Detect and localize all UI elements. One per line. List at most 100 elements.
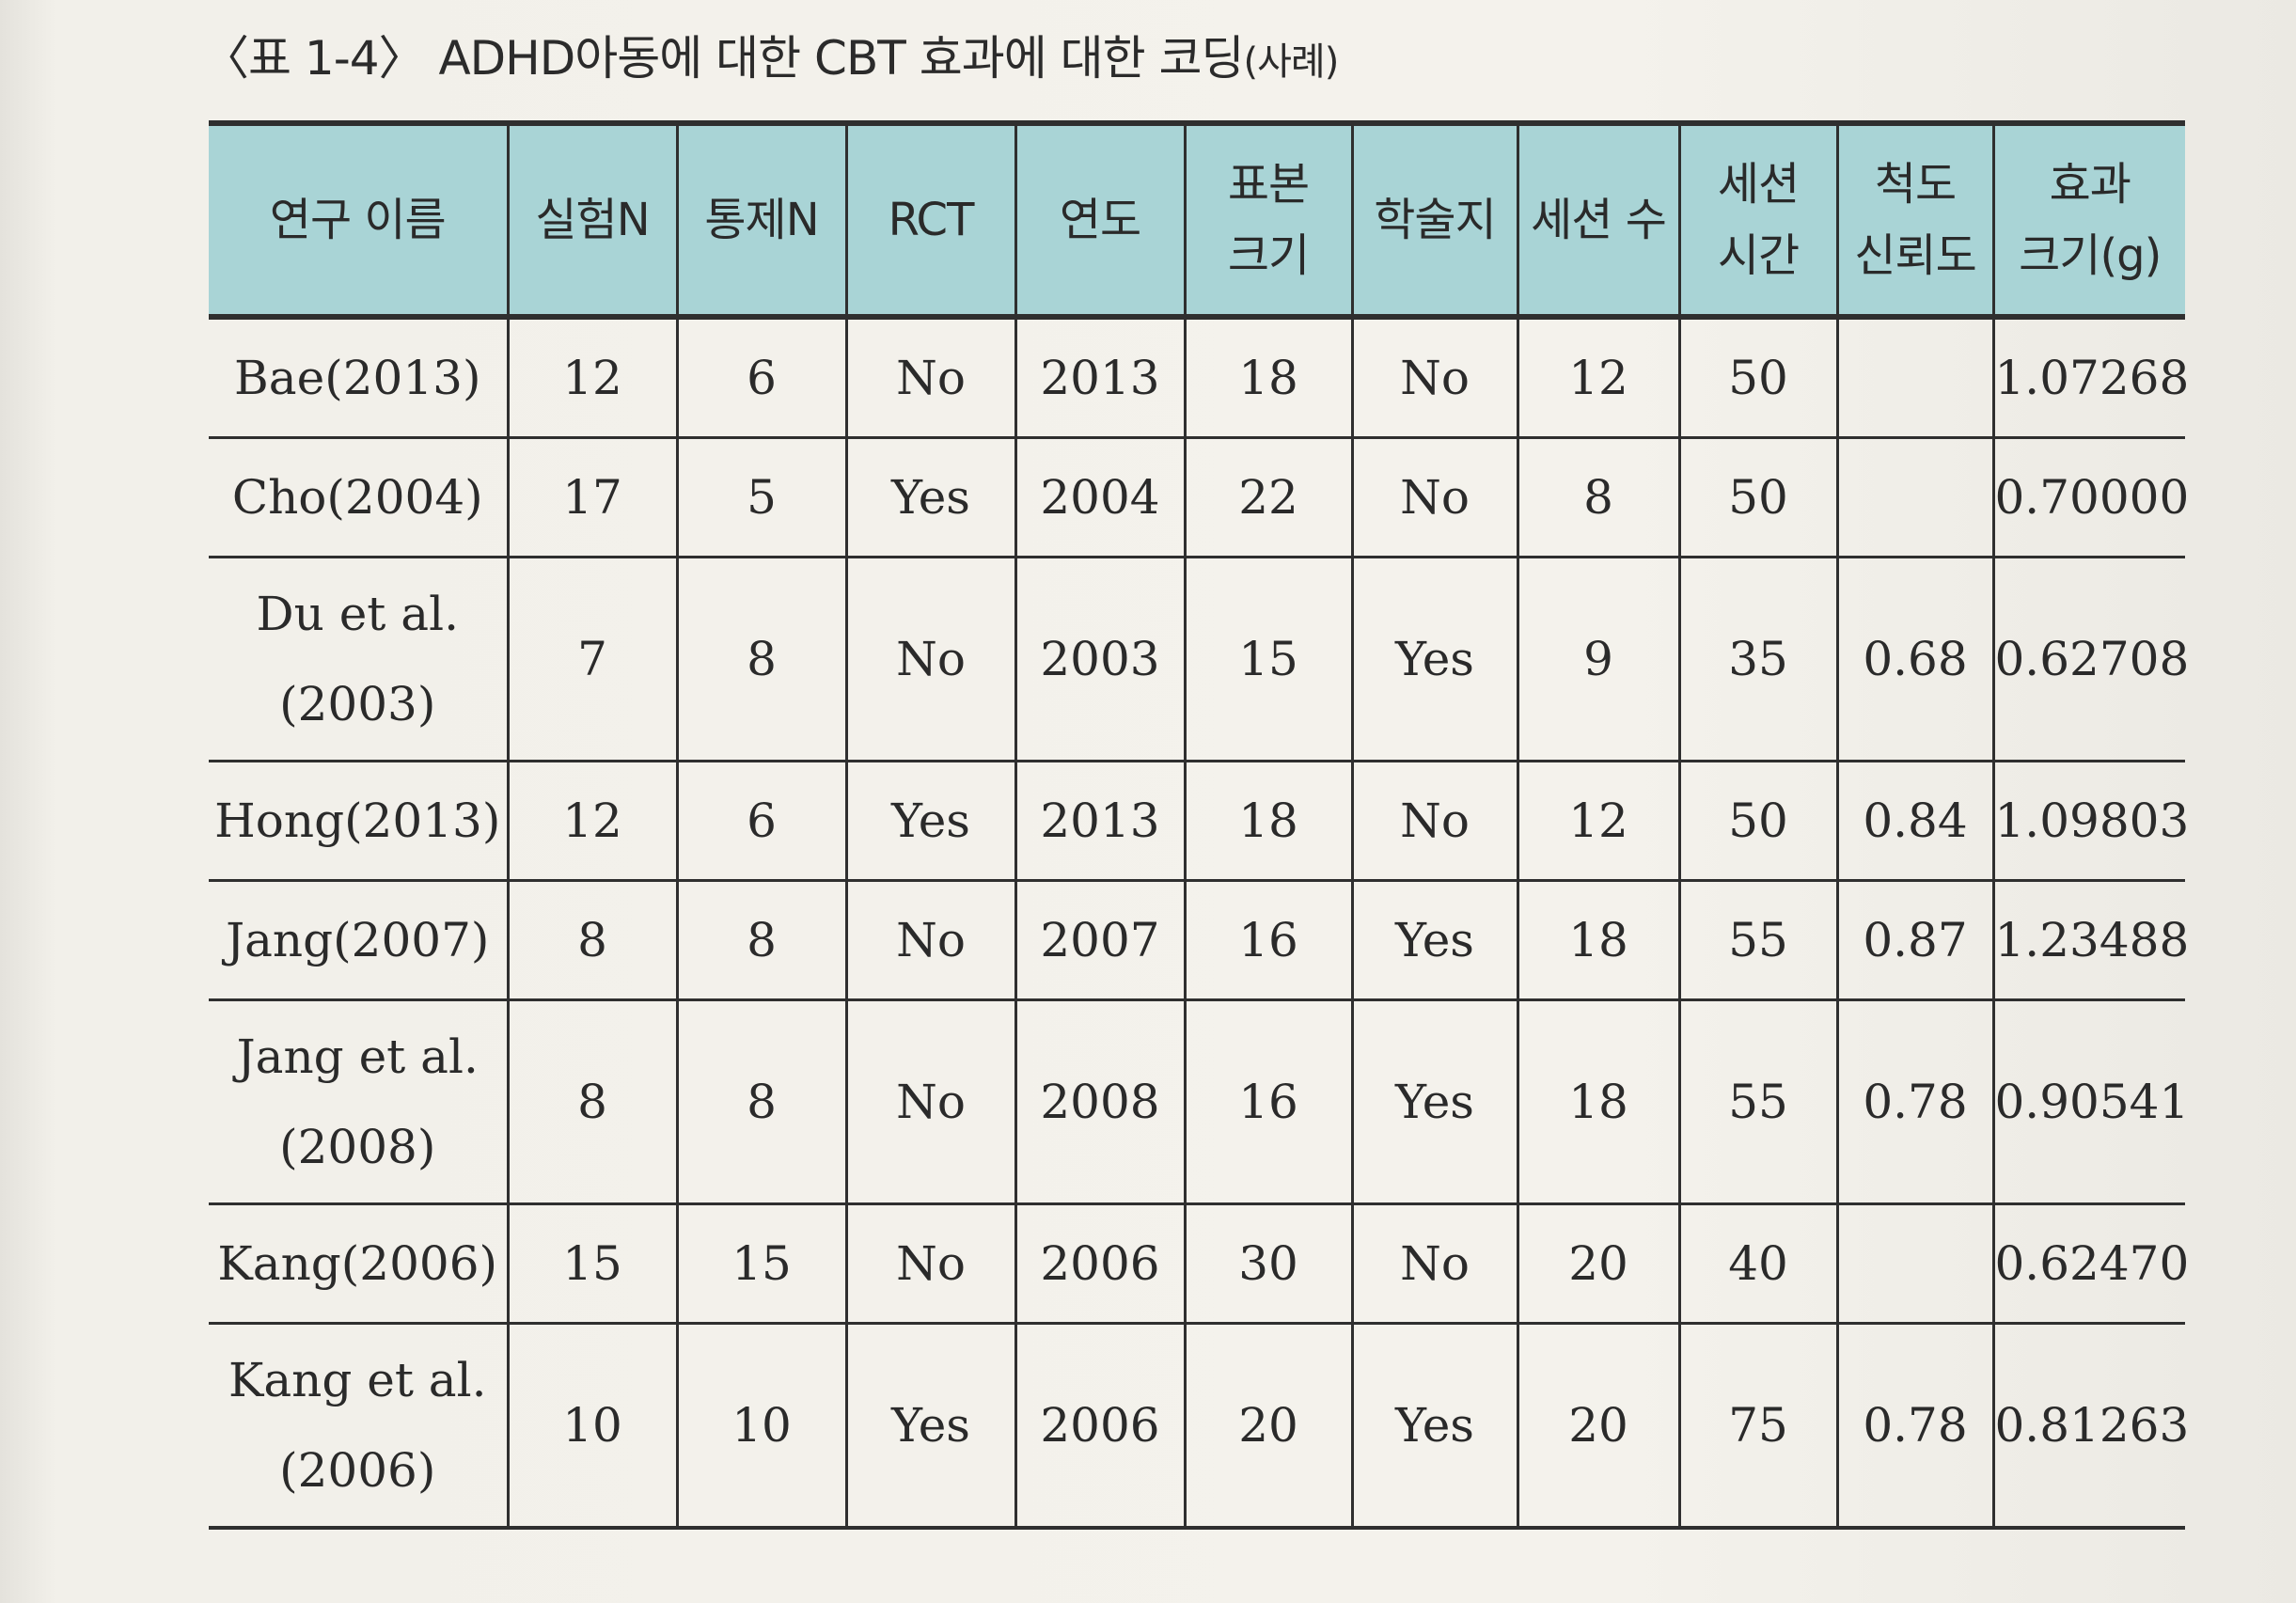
cell-sample-size: 20 [1183,1322,1354,1530]
cell-study-name: Du et al. (2003) [209,556,510,762]
cell-session-time: 55 [1677,879,1839,1001]
cell-session-count: 12 [1516,760,1681,882]
header-rct: RCT [844,120,1017,320]
coding-table: 연구 이름 실험N 통제N RCT 연도 표본 크기 학술지 세션 수 세션 시… [209,120,2189,1530]
table-row: Kang et al. (2006) 10 10 Yes 2006 20 Yes… [209,1322,2189,1530]
cell-control-n: 5 [675,436,848,558]
cell-effect-size: 0.62708 [1991,556,2189,762]
cell-session-time: 40 [1677,1202,1839,1325]
header-control-n: 통제N [675,120,848,320]
header-session-count: 세션 수 [1516,120,1681,320]
cell-experimental-n: 12 [506,760,679,882]
cell-session-time: 75 [1677,1322,1839,1530]
cell-sample-size: 15 [1183,556,1354,762]
cell-study-name: Jang(2007) [209,879,510,1001]
cell-rct: No [844,998,1017,1205]
cell-sample-size: 16 [1183,998,1354,1205]
header-effect-size: 효과 크기(g) [1991,120,2185,320]
cell-control-n: 8 [675,556,848,762]
cell-journal: No [1350,315,1519,439]
cell-experimental-n: 12 [506,315,679,439]
cell-sample-size: 30 [1183,1202,1354,1325]
cell-study-name: Cho(2004) [209,436,510,558]
cell-control-n: 15 [675,1202,848,1325]
cell-year: 2006 [1014,1322,1187,1530]
cell-study-name: Kang et al. (2006) [209,1322,510,1530]
cell-session-count: 20 [1516,1202,1681,1325]
cell-rct: Yes [844,436,1017,558]
cell-control-n: 10 [675,1322,848,1530]
cell-session-time: 50 [1677,760,1839,882]
cell-experimental-n: 10 [506,1322,679,1530]
table-caption: 〈표 1-4〉 ADHD아동에 대한 CBT 효과에 대한 코딩(사례) [202,21,1339,88]
cell-control-n: 6 [675,315,848,439]
header-study-name: 연구 이름 [209,120,510,320]
cell-study-name: Bae(2013) [209,315,510,439]
cell-rct: No [844,879,1017,1001]
caption-suffix: (사례) [1243,40,1339,84]
cell-year: 2004 [1014,436,1187,558]
cell-effect-size: 0.62470 [1991,1202,2189,1325]
cell-journal: Yes [1350,556,1519,762]
cell-year: 2008 [1014,998,1187,1205]
cell-journal: No [1350,1202,1519,1325]
cell-effect-size: 0.90541 [1991,998,2189,1205]
cell-sample-size: 16 [1183,879,1354,1001]
cell-session-time: 55 [1677,998,1839,1205]
table-row: Kang(2006) 15 15 No 2006 30 No 20 40 0.6… [209,1202,2189,1325]
caption-main: 〈표 1-4〉 ADHD아동에 대한 CBT 효과에 대한 코딩 [202,31,1244,86]
cell-scale-reliability [1835,315,1995,439]
table-row: Jang(2007) 8 8 No 2007 16 Yes 18 55 0.87… [209,879,2189,1001]
cell-session-count: 20 [1516,1322,1681,1530]
cell-sample-size: 18 [1183,760,1354,882]
header-row: 연구 이름 실험N 통제N RCT 연도 표본 크기 학술지 세션 수 세션 시… [209,120,2185,320]
cell-experimental-n: 8 [506,879,679,1001]
table-row: Hong(2013) 12 6 Yes 2013 18 No 12 50 0.8… [209,760,2189,882]
cell-journal: No [1350,436,1519,558]
cell-journal: Yes [1350,998,1519,1205]
cell-study-name: Hong(2013) [209,760,510,882]
header-journal: 학술지 [1350,120,1519,320]
cell-scale-reliability: 0.87 [1835,879,1995,1001]
header-year: 연도 [1014,120,1187,320]
table-row: Du et al. (2003) 7 8 No 2003 15 Yes 9 35… [209,556,2189,762]
table-row: Jang et al. (2008) 8 8 No 2008 16 Yes 18… [209,998,2189,1205]
cell-control-n: 6 [675,760,848,882]
cell-study-name: Kang(2006) [209,1202,510,1325]
cell-session-count: 9 [1516,556,1681,762]
cell-control-n: 8 [675,879,848,1001]
cell-year: 2013 [1014,760,1187,882]
cell-effect-size: 1.23488 [1991,879,2189,1001]
cell-study-name: Jang et al. (2008) [209,998,510,1205]
cell-year: 2003 [1014,556,1187,762]
cell-session-time: 50 [1677,315,1839,439]
cell-rct: No [844,1202,1017,1325]
cell-effect-size: 1.09803 [1991,760,2189,882]
cell-experimental-n: 8 [506,998,679,1205]
header-scale-reliability: 척도 신뢰도 [1835,120,1995,320]
header-sample-size: 표본 크기 [1183,120,1354,320]
cell-session-count: 18 [1516,879,1681,1001]
cell-rct: No [844,556,1017,762]
cell-rct: Yes [844,760,1017,882]
cell-scale-reliability: 0.78 [1835,998,1995,1205]
cell-session-time: 50 [1677,436,1839,558]
cell-effect-size: 0.70000 [1991,436,2189,558]
cell-sample-size: 22 [1183,436,1354,558]
cell-control-n: 8 [675,998,848,1205]
cell-experimental-n: 15 [506,1202,679,1325]
cell-rct: Yes [844,1322,1017,1530]
cell-journal: Yes [1350,1322,1519,1530]
cell-effect-size: 0.81263 [1991,1322,2189,1530]
cell-session-count: 12 [1516,315,1681,439]
cell-session-time: 35 [1677,556,1839,762]
header-experimental-n: 실험N [506,120,679,320]
cell-year: 2007 [1014,879,1187,1001]
cell-year: 2006 [1014,1202,1187,1325]
header-session-time: 세션 시간 [1677,120,1839,320]
cell-sample-size: 18 [1183,315,1354,439]
cell-session-count: 18 [1516,998,1681,1205]
cell-scale-reliability [1835,1202,1995,1325]
cell-scale-reliability [1835,436,1995,558]
